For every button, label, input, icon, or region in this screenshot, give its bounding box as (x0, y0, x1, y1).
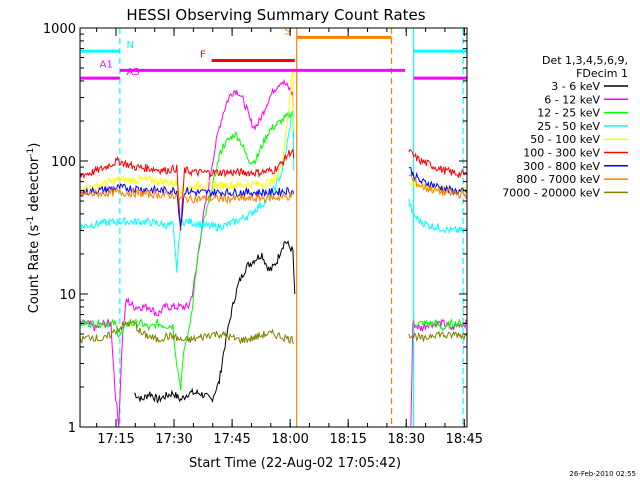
plot-frame (79, 27, 468, 428)
legend-label: 7000 - 20000 keV (502, 186, 600, 199)
x-tick-label: 17:15 (97, 432, 134, 447)
legend-label: 12 - 25 keV (537, 107, 600, 120)
y-axis-label: Count Rate (s-1 detector-1) (26, 143, 42, 314)
chart-title: HESSI Observing Summary Count Rates (126, 6, 425, 24)
y-axis-label-part: ) (27, 143, 42, 148)
legend-label: 100 - 300 keV (523, 147, 600, 160)
series-line (80, 110, 467, 391)
footer-timestamp: 26-Feb-2010 02:55 (569, 470, 636, 478)
x-tick-label: 17:30 (155, 432, 192, 447)
x-tick-label: 18:45 (446, 432, 483, 447)
y-tick-label: 10 (59, 288, 76, 303)
x-axis-label: Start Time (22-Aug-02 17:05:42) (189, 456, 401, 471)
legend-label: 300 - 800 keV (523, 160, 600, 173)
legend-label: 6 - 12 keV (544, 93, 600, 106)
y-tick-label: 1 (68, 421, 76, 436)
legend-label: 50 - 100 keV (530, 133, 600, 146)
y-axis-label-part: Count Rate (s (27, 225, 42, 314)
x-tick-label: 18:15 (329, 432, 366, 447)
flag-label: A3 (127, 67, 140, 78)
flag-label: S (284, 26, 290, 37)
y-axis-label-part: detector (27, 156, 42, 216)
flag-label: F (200, 49, 206, 60)
y-axis-label-part: -1 (26, 148, 36, 157)
y-axis-label-part: -1 (26, 216, 36, 225)
x-tick-label: 17:45 (213, 432, 250, 447)
x-tick-label: 18:00 (271, 432, 308, 447)
flag-label: A1 (100, 59, 113, 70)
legend-label: 800 - 7000 keV (516, 173, 600, 186)
legend-label: 3 - 6 keV (551, 80, 600, 93)
x-tick-label: 18:30 (388, 432, 425, 447)
series-line (80, 174, 467, 205)
y-tick-label: 1000 (43, 22, 76, 37)
y-tick-label: 100 (51, 155, 76, 170)
legend-header: Det 1,3,4,5,6,9, (542, 54, 628, 67)
series-line (80, 318, 467, 345)
series-line (80, 148, 467, 231)
legend-label: 25 - 50 keV (537, 120, 600, 133)
flag-label: N (127, 40, 134, 51)
series-line (134, 240, 296, 404)
legend-header: FDecim 1 (576, 67, 628, 80)
series-line (80, 109, 467, 273)
